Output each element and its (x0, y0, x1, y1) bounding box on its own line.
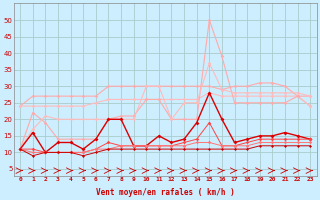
X-axis label: Vent moyen/en rafales ( km/h ): Vent moyen/en rafales ( km/h ) (96, 188, 235, 197)
